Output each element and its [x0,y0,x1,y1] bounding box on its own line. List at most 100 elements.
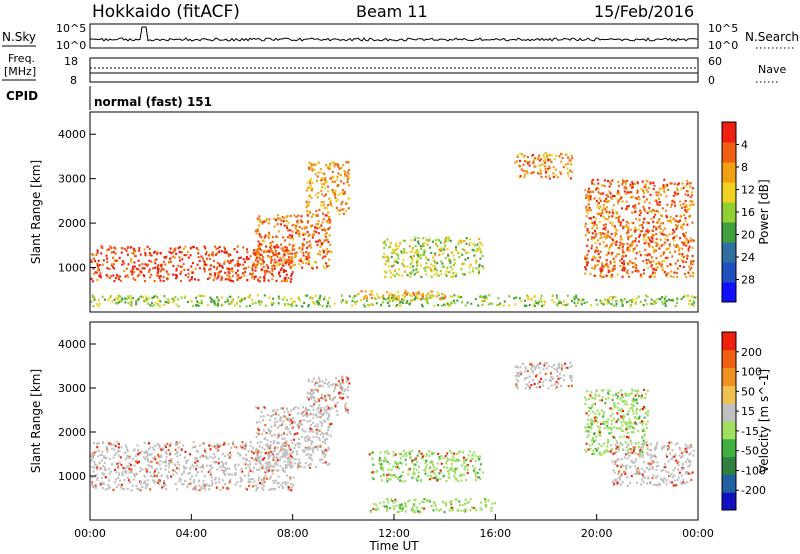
velocity-cell [455,478,458,481]
power-cell [660,232,663,235]
velocity-cell [228,473,231,476]
power-cell [668,245,671,248]
power-cell [91,294,94,297]
velocity-cell [316,400,319,403]
power-cell [653,275,656,278]
power-cell [272,264,275,267]
velocity-cell [258,421,261,424]
power-cell [648,238,651,242]
velocity-cell [201,442,204,445]
velocity-cell [163,480,166,483]
velocity-cell [338,380,340,383]
power-cell [154,262,157,265]
velocity-cell [215,486,218,489]
velocity-cell [346,409,349,412]
velocity-cell [627,394,630,397]
power-cell [148,252,151,255]
power-cell [528,164,531,167]
power-cell [329,177,332,180]
power-cell [573,295,576,299]
velocity-cell [203,488,206,491]
power-cell [94,271,97,274]
power-cell [112,256,115,259]
power-cell [597,252,600,255]
power-cell [687,239,690,242]
power-cell [508,304,511,307]
velocity-cell [307,398,310,401]
power-cell [226,267,229,270]
velocity-cell [117,464,120,467]
power-cell [646,221,649,224]
velocity-cell [640,407,643,410]
power-cell [125,267,128,270]
velocity-cell [321,440,324,444]
power-cell [635,300,638,303]
power-cell [681,247,684,250]
power-cell [631,262,634,265]
power-cell [229,277,232,280]
velocity-cell [255,447,258,450]
velocity-cell [456,509,459,512]
power-cell [92,296,95,299]
power-cell [615,304,618,307]
power-cell [190,278,193,281]
power-cell [95,303,98,306]
power-cell [158,275,160,278]
power-cell [328,226,331,229]
velocity-cell [285,467,287,470]
power-cell [604,228,607,231]
velocity-cell [260,415,262,418]
velocity-cell [281,447,284,450]
power-cell [655,233,658,236]
velocity-cell [286,453,289,456]
power-cell [638,219,641,222]
power-cell [642,221,645,224]
power-cell [132,277,135,280]
power-cell [200,302,203,305]
power-cell [523,304,526,307]
power-cell [148,268,151,271]
velocity-cell [394,475,397,478]
power-cell [285,215,288,218]
power-cell [327,185,329,188]
velocity-cell [313,403,315,406]
power-cell [106,260,109,263]
velocity-cell [425,453,428,456]
velocity-cell [110,443,113,446]
power-cell [622,219,625,222]
velocity-cell [417,471,420,474]
velocity-cell [223,466,226,469]
power-cell [648,209,651,212]
power-cell [305,255,308,259]
velocity-cell [638,417,641,420]
velocity-cell [383,456,386,459]
power-cell [652,187,655,191]
velocity-cell [566,366,569,369]
power-cell [642,226,644,229]
power-cell [427,266,430,269]
power-cell [258,280,261,283]
velocity-cell [392,454,395,457]
power-cell [636,197,639,200]
velocity-cell [186,459,189,462]
velocity-cell [268,463,271,466]
power-cell [600,192,603,195]
power-cell [613,241,616,244]
power-cell [342,192,345,195]
power-cell [327,204,330,207]
velocity-cell [419,510,422,513]
power-cell [154,301,157,304]
power-cell [163,256,166,259]
power-cell [411,256,414,259]
power-cell [611,209,614,212]
power-cell [604,245,607,248]
power-cell [263,274,266,277]
velocity-cell [288,413,291,416]
velocity-cell [246,488,249,491]
power-cell [605,259,608,262]
velocity-cell [96,446,99,449]
power-cell [169,257,172,260]
power-cell [499,302,502,305]
power-cell [216,261,219,264]
power-cell [598,242,601,245]
